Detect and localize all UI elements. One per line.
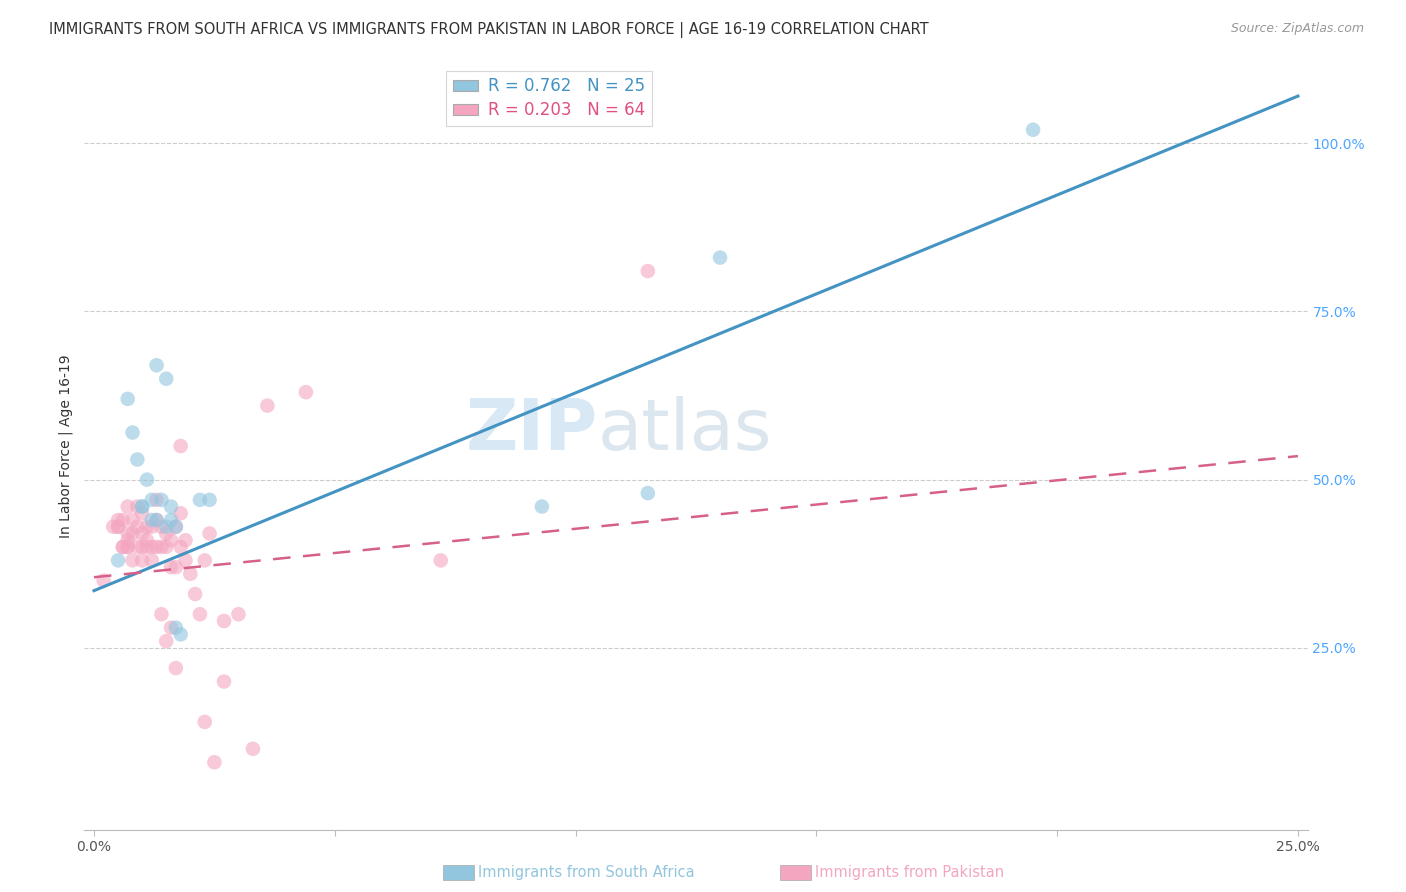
Point (117, 500, 139, 514)
Point (256, 399, 278, 413)
Point (117, 540, 139, 554)
Legend: R = 0.762   N = 25, R = 0.203   N = 64: R = 0.762 N = 25, R = 0.203 N = 64 (447, 70, 652, 126)
Point (103, 520, 125, 534)
Point (637, 486, 659, 500)
Point (127, 540, 149, 554)
Point (709, 251, 731, 265)
Point (131, 540, 153, 554)
Point (295, 385, 318, 400)
Point (141, 520, 163, 534)
Point (121, 425, 143, 440)
Point (111, 540, 134, 554)
Point (165, 520, 187, 534)
Point (131, 506, 153, 520)
Point (170, 627, 193, 641)
Point (155, 526, 177, 541)
Point (165, 621, 187, 635)
Point (145, 513, 167, 527)
Point (202, 756, 225, 770)
Point (136, 520, 159, 534)
Point (117, 526, 139, 541)
Point (228, 607, 250, 622)
Point (93, 574, 115, 588)
Point (121, 513, 143, 527)
Point (194, 553, 217, 567)
Point (242, 741, 264, 756)
Point (136, 533, 159, 548)
Point (141, 513, 163, 527)
Point (131, 526, 153, 541)
Point (107, 553, 129, 567)
Point (127, 452, 149, 467)
Point (141, 540, 163, 554)
Point (145, 358, 167, 372)
Point (179, 566, 201, 581)
Point (145, 492, 167, 507)
Point (107, 513, 129, 527)
Point (127, 500, 149, 514)
Text: Immigrants from South Africa: Immigrants from South Africa (478, 865, 695, 880)
Point (131, 500, 153, 514)
Point (141, 553, 163, 567)
Point (637, 264, 659, 278)
Point (170, 439, 193, 453)
Point (212, 674, 235, 689)
Point (136, 473, 159, 487)
Point (150, 492, 173, 507)
Point (429, 553, 451, 567)
Point (1022, 122, 1045, 136)
Point (131, 553, 153, 567)
Point (121, 526, 143, 541)
Point (117, 392, 139, 406)
Point (174, 533, 197, 548)
Point (165, 520, 187, 534)
Point (117, 540, 139, 554)
Text: ZIP: ZIP (465, 396, 598, 465)
Point (111, 540, 134, 554)
Text: IMMIGRANTS FROM SOUTH AFRICA VS IMMIGRANTS FROM PAKISTAN IN LABOR FORCE | AGE 16: IMMIGRANTS FROM SOUTH AFRICA VS IMMIGRAN… (49, 22, 929, 38)
Point (136, 540, 159, 554)
Point (141, 492, 163, 507)
Point (160, 621, 183, 635)
Point (150, 540, 173, 554)
Point (150, 607, 173, 622)
Point (198, 492, 221, 507)
Point (145, 513, 167, 527)
Point (155, 634, 177, 648)
Point (160, 533, 183, 548)
Point (150, 520, 173, 534)
Point (160, 560, 183, 574)
Point (107, 520, 129, 534)
Point (212, 614, 235, 628)
Point (107, 520, 129, 534)
Point (160, 513, 183, 527)
Point (165, 560, 187, 574)
Y-axis label: In Labor Force | Age 16-19: In Labor Force | Age 16-19 (59, 354, 73, 538)
Point (165, 661, 187, 675)
Point (170, 506, 193, 520)
Point (127, 520, 149, 534)
Point (160, 500, 183, 514)
Point (170, 540, 193, 554)
Point (111, 513, 134, 527)
Point (155, 372, 177, 386)
Point (530, 500, 553, 514)
Text: atlas: atlas (598, 396, 772, 465)
Text: Immigrants from Pakistan: Immigrants from Pakistan (815, 865, 1005, 880)
Point (194, 714, 217, 729)
Point (117, 533, 139, 548)
Point (155, 520, 177, 534)
Point (131, 500, 153, 514)
Point (188, 607, 211, 622)
Point (155, 540, 177, 554)
Point (198, 526, 221, 541)
Point (174, 553, 197, 567)
Text: Source: ZipAtlas.com: Source: ZipAtlas.com (1230, 22, 1364, 36)
Point (121, 553, 143, 567)
Point (188, 492, 211, 507)
Point (145, 540, 167, 554)
Point (184, 587, 207, 601)
